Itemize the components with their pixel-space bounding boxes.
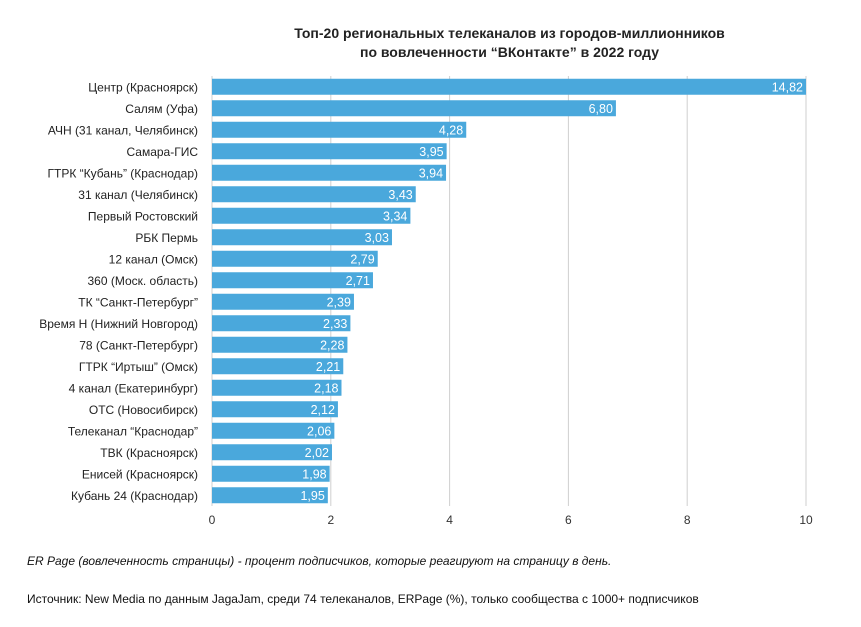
x-tick-label: 0	[209, 513, 216, 527]
chart-title-line-1: Топ-20 региональных телеканалов из город…	[294, 25, 725, 41]
bar-value-label: 2,18	[314, 381, 338, 395]
bar	[212, 379, 342, 396]
category-label: 360 (Моск. область)	[87, 274, 198, 288]
category-label: ОТС (Новосибирск)	[89, 403, 198, 417]
bar-value-label: 3,94	[419, 166, 443, 180]
bar-value-label: 4,28	[439, 123, 463, 137]
bar	[212, 358, 344, 375]
bar	[212, 401, 338, 418]
bar	[212, 465, 330, 482]
bar	[212, 207, 411, 224]
bar	[212, 315, 351, 332]
category-label: Енисей (Красноярск)	[82, 467, 198, 481]
bars: 14,82 6,80 4,28 3,95 3,94 3,43 3,34 3,03 2,79 2,7…	[212, 78, 806, 504]
category-label: ГТРК “Кубань” (Краснодар)	[48, 166, 198, 180]
category-label: 12 канал (Омск)	[109, 252, 198, 266]
bar-value-label: 2,12	[311, 403, 335, 417]
category-label: 31 канал (Челябинск)	[78, 188, 198, 202]
category-label: Первый Ростовский	[88, 209, 198, 223]
bar	[212, 186, 416, 203]
category-label: ТВК (Красноярск)	[100, 446, 198, 460]
x-tick-label: 4	[446, 513, 453, 527]
category-label: 78 (Санкт-Петербург)	[79, 338, 198, 352]
bar-value-label: 1,95	[300, 489, 324, 503]
bar	[212, 164, 447, 181]
x-tick-label: 10	[799, 513, 813, 527]
bar	[212, 78, 806, 95]
bar	[212, 293, 354, 310]
bar-value-label: 3,95	[419, 145, 443, 159]
bar	[212, 100, 616, 117]
x-tick-label: 8	[684, 513, 691, 527]
category-label: РБК Пермь	[135, 231, 198, 245]
bar-value-label: 2,06	[307, 424, 331, 438]
category-label: Салям (Уфа)	[125, 102, 198, 116]
bar-value-label: 2,21	[316, 360, 340, 374]
bar-value-label: 3,43	[388, 188, 412, 202]
category-label: 4 канал (Екатеринбург)	[69, 381, 198, 395]
bar-value-label: 3,03	[365, 231, 389, 245]
bar	[212, 121, 467, 138]
bar-value-label: 2,33	[323, 317, 347, 331]
category-label: Время Н (Нижний Новгород)	[39, 317, 198, 331]
bar-value-label: 2,79	[350, 252, 374, 266]
x-tick-label: 6	[565, 513, 572, 527]
category-label: АЧН (31 канал, Челябинск)	[48, 123, 198, 137]
bar	[212, 487, 328, 504]
bar	[212, 229, 392, 246]
bar-value-label: 2,71	[346, 274, 370, 288]
category-label: Телеканал “Краснодар”	[68, 424, 198, 438]
source-note: Источник: New Media по данным JagaJam, с…	[27, 592, 699, 606]
bar	[212, 250, 378, 267]
bar	[212, 272, 373, 289]
bar-chart: 14,82 6,80 4,28 3,95 3,94 3,43 3,34 3,03 2,79 2,7…	[39, 76, 813, 527]
bar	[212, 143, 447, 160]
grid-lines	[211, 76, 807, 506]
bar-value-label: 14,82	[772, 80, 803, 94]
footnote-er-page: ER Page (вовлеченность страницы) - проце…	[27, 554, 612, 568]
category-label: Центр (Красноярск)	[88, 80, 198, 94]
category-label: ТК “Санкт-Петербург”	[78, 295, 198, 309]
category-label: Кубань 24 (Краснодар)	[71, 489, 198, 503]
bar-value-label: 1,98	[302, 467, 326, 481]
category-label: Самара-ГИС	[126, 145, 198, 159]
x-tick-label: 2	[327, 513, 334, 527]
bar-value-label: 3,34	[383, 209, 407, 223]
bar	[212, 336, 348, 353]
category-labels: Центр (Красноярск) Салям (Уфа) АЧН (31 кан…	[39, 80, 198, 503]
bar	[212, 422, 335, 439]
category-label: ГТРК “Иртыш” (Омск)	[79, 360, 198, 374]
bar	[212, 444, 332, 461]
x-tick-labels: 0 2 4 6 8 10	[209, 513, 813, 527]
chart-title-line-2: по вовлеченности “ВКонтакте” в 2022 году	[359, 44, 659, 60]
chart-title: Топ-20 региональных телеканалов из город…	[211, 24, 808, 62]
bar-value-label: 2,02	[305, 446, 329, 460]
bar-value-label: 6,80	[589, 102, 613, 116]
bar-value-label: 2,28	[320, 338, 344, 352]
bar-value-label: 2,39	[327, 295, 351, 309]
